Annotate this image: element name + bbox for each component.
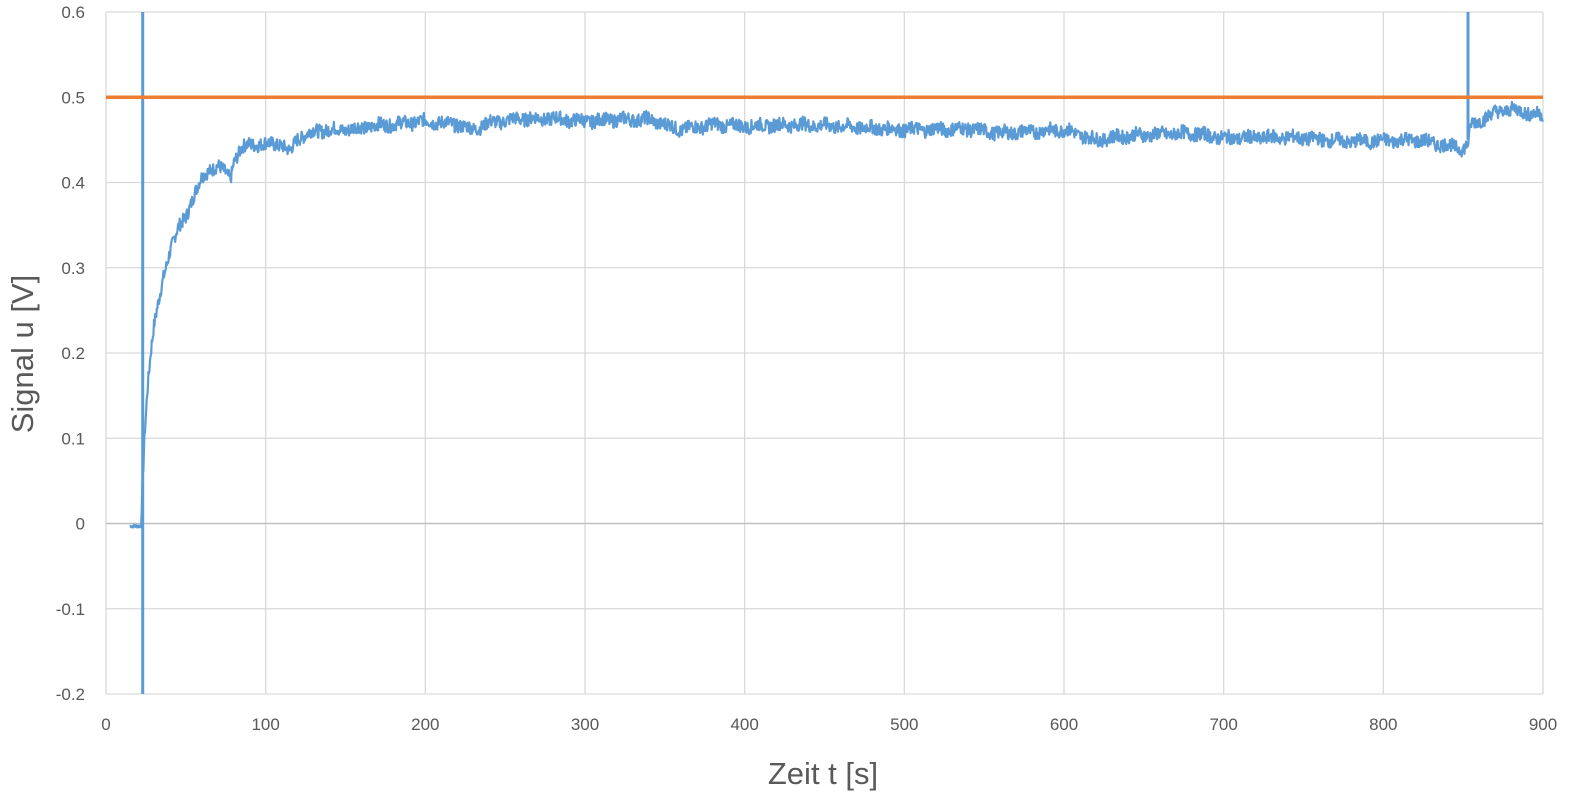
y-tick-label: -0.2 xyxy=(56,685,85,704)
tick-labels: 0 100 200 300 400 500 600 700 800 900 0.6 0.5 0.4 0.3… xyxy=(56,3,1557,734)
x-tick-label: 100 xyxy=(251,715,279,734)
y-tick-label: 0.3 xyxy=(61,259,85,278)
x-tick-label: 700 xyxy=(1209,715,1237,734)
y-tick-label: 0.1 xyxy=(61,429,85,448)
signal-trace xyxy=(129,100,1544,529)
x-tick-label: 0 xyxy=(101,715,110,734)
x-tick-label: 800 xyxy=(1369,715,1397,734)
y-tick-label: 0.6 xyxy=(61,3,85,22)
x-tick-label: 300 xyxy=(571,715,599,734)
y-axis-title: Signal u [V] xyxy=(5,275,40,434)
x-tick-label: 200 xyxy=(411,715,439,734)
x-tick-label: 900 xyxy=(1529,715,1557,734)
x-tick-label: 400 xyxy=(730,715,758,734)
x-tick-label: 500 xyxy=(890,715,918,734)
x-tick-label: 600 xyxy=(1050,715,1078,734)
y-tick-label: 0.4 xyxy=(61,174,85,193)
x-axis-title: Zeit t [s] xyxy=(768,756,878,791)
plot-area xyxy=(106,12,1544,694)
y-tick-label: 0.2 xyxy=(61,344,85,363)
y-tick-label: -0.1 xyxy=(56,600,85,619)
y-tick-label: 0.5 xyxy=(61,88,85,107)
grid xyxy=(105,11,1544,695)
y-tick-label: 0 xyxy=(76,515,85,534)
